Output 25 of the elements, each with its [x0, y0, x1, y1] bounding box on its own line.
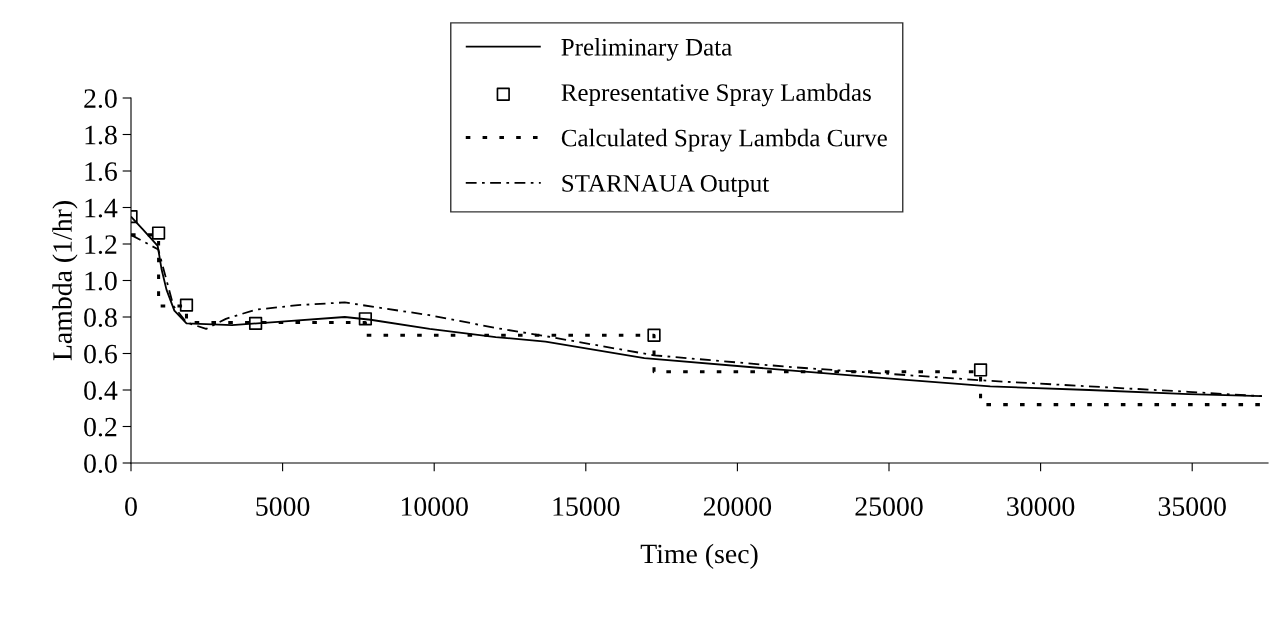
- y-tick-label: 0.6: [84, 344, 117, 364]
- y-tick-label: 0.2: [84, 417, 117, 437]
- y-tick-label: 1.4: [85, 198, 118, 218]
- legend-label: Representative Spray Lambdas: [561, 83, 871, 107]
- x-tick-label: 5000: [256, 497, 310, 516]
- x-axis-title: Time (sec): [640, 543, 758, 569]
- x-tick-label: 30000: [1007, 497, 1075, 516]
- y-tick-label: 1.6: [85, 162, 117, 182]
- x-tick-label: 10000: [401, 497, 468, 516]
- y-tick-label: 0.0: [84, 454, 117, 474]
- y-tick-label: 2.0: [84, 89, 117, 109]
- legend-label: STARNAUA Output: [562, 175, 770, 197]
- x-tick-label: 20000: [703, 497, 772, 516]
- legend-label: Calculated Spray Lambda Curve: [561, 128, 887, 152]
- legend-label: Preliminary Data: [561, 38, 732, 61]
- y-tick-label: 0.8: [84, 308, 117, 328]
- y-tick-label: 1.2: [85, 235, 117, 255]
- y-axis-title: Lambda (1/hr): [52, 201, 78, 361]
- y-tick-label: 0.4: [84, 381, 118, 401]
- x-tick-label: 35000: [1158, 497, 1226, 516]
- y-tick-label: 1.0: [85, 271, 117, 291]
- x-tick-label: 25000: [855, 497, 923, 516]
- x-tick-label: 15000: [553, 497, 620, 516]
- x-tick-label: 0: [125, 497, 137, 516]
- y-tick-label: 1.8: [85, 125, 117, 145]
